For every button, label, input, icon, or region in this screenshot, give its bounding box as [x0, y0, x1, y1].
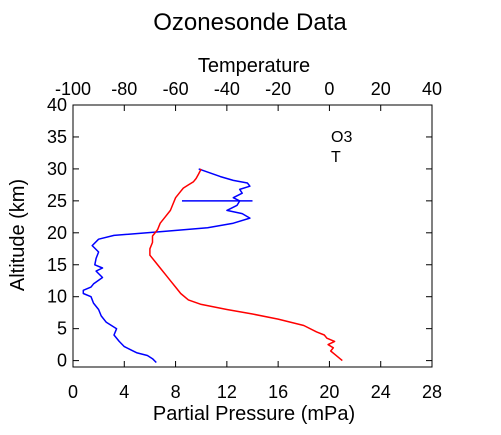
y-tick-label: 0 [57, 351, 67, 371]
x-bottom-tick-label: 12 [217, 382, 237, 402]
series-layer [82, 168, 343, 364]
plot-frame [72, 104, 433, 368]
y-tick-label: 40 [47, 95, 67, 115]
x-top-tick-label: -60 [163, 79, 189, 99]
bottom-axis-label: Partial Pressure (mPa) [153, 403, 355, 425]
x-top-tick-label: 0 [324, 79, 334, 99]
x-bottom-tick-label: 16 [268, 382, 288, 402]
y-tick-label: 10 [47, 287, 67, 307]
chart-title: Ozonesonde Data [153, 9, 347, 36]
axes-layer: 0 4 8 12 16 20 24 28 -100 -80 -60 -40 -20 0 20 40 0 5 10 15… [47, 79, 442, 402]
x-bottom-tick-label: 20 [319, 382, 339, 402]
series-line-t [149, 168, 343, 362]
x-top-tick-label: 20 [371, 79, 391, 99]
series-line-o3 [82, 168, 251, 364]
x-top-tick-label: -20 [265, 79, 291, 99]
y-axis-label: Altitude (km) [7, 179, 29, 291]
y-tick-label: 15 [47, 255, 67, 275]
x-bottom-tick-label: 24 [371, 382, 391, 402]
y-tick-label: 30 [47, 159, 67, 179]
y-tick-label: 35 [47, 127, 67, 147]
x-bottom-tick-label: 8 [171, 382, 181, 402]
x-top-tick-label: -100 [55, 79, 91, 99]
x-bottom-tick-label: 4 [119, 382, 129, 402]
legend-label-o3: O3 [331, 129, 352, 146]
x-bottom-tick-label: 0 [68, 382, 78, 402]
y-tick-label: 25 [47, 191, 67, 211]
legend-label-t: T [331, 149, 341, 166]
y-tick-label: 20 [47, 223, 67, 243]
x-top-tick-label: -40 [214, 79, 240, 99]
x-bottom-tick-label: 28 [422, 382, 442, 402]
x-top-tick-label: -80 [111, 79, 137, 99]
x-top-tick-label: 40 [422, 79, 442, 99]
y-tick-label: 5 [57, 319, 67, 339]
top-axis-label: Temperature [198, 55, 310, 77]
